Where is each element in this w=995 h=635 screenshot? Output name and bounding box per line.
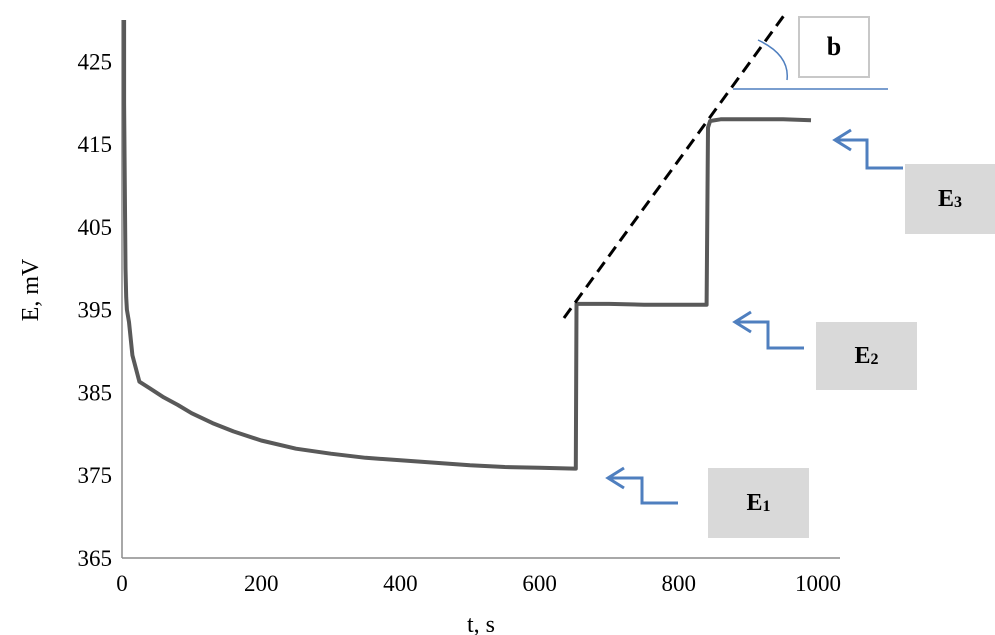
axes xyxy=(121,20,840,559)
angle-label: b xyxy=(826,32,842,61)
callout-arrow-e2 xyxy=(735,320,804,350)
x-tick-labels: 0 200 400 600 800 1000 xyxy=(116,571,841,596)
x-tick-label: 1000 xyxy=(795,571,841,596)
series-layer xyxy=(122,20,812,471)
callout-arrowhead-e3 xyxy=(832,128,852,152)
y-tick-labels: 365 375 385 395 405 415 425 xyxy=(78,49,113,571)
y-tick-label: 405 xyxy=(78,215,113,240)
callout-e2-subscript: 2 xyxy=(870,351,879,368)
angle-label-box: b xyxy=(798,16,870,78)
x-tick-label: 400 xyxy=(383,571,418,596)
y-axis-title: E, mV xyxy=(18,258,44,321)
angle-marker xyxy=(733,39,888,90)
callout-e1-subscript: 1 xyxy=(762,498,771,515)
callout-e1-letter: E xyxy=(746,489,763,516)
trend-line xyxy=(562,10,788,319)
callout-arrows xyxy=(605,128,903,505)
callout-arrow-e1 xyxy=(608,476,678,505)
y-tick-label: 385 xyxy=(78,380,113,405)
x-axis-title: t, s xyxy=(467,612,495,635)
x-tick-label: 200 xyxy=(244,571,279,596)
y-tick-label: 425 xyxy=(78,49,113,74)
callout-arrowhead-e1 xyxy=(605,466,625,490)
callout-e3-letter: E xyxy=(937,185,954,212)
callout-arrow-e3 xyxy=(835,138,903,170)
x-tick-label: 600 xyxy=(522,571,557,596)
y-tick-label: 375 xyxy=(78,463,113,488)
y-tick-label: 365 xyxy=(78,546,113,571)
y-tick-label: 395 xyxy=(78,298,113,323)
callout-e2-letter: E xyxy=(854,342,871,369)
x-tick-label: 0 xyxy=(116,571,128,596)
series-line-0 xyxy=(122,20,812,471)
callout-arrowhead-e2 xyxy=(732,310,752,334)
callout-e3-subscript: 3 xyxy=(954,194,962,211)
angle-arc xyxy=(757,39,788,81)
x-tick-label: 800 xyxy=(662,571,697,596)
y-tick-label: 415 xyxy=(78,132,113,157)
